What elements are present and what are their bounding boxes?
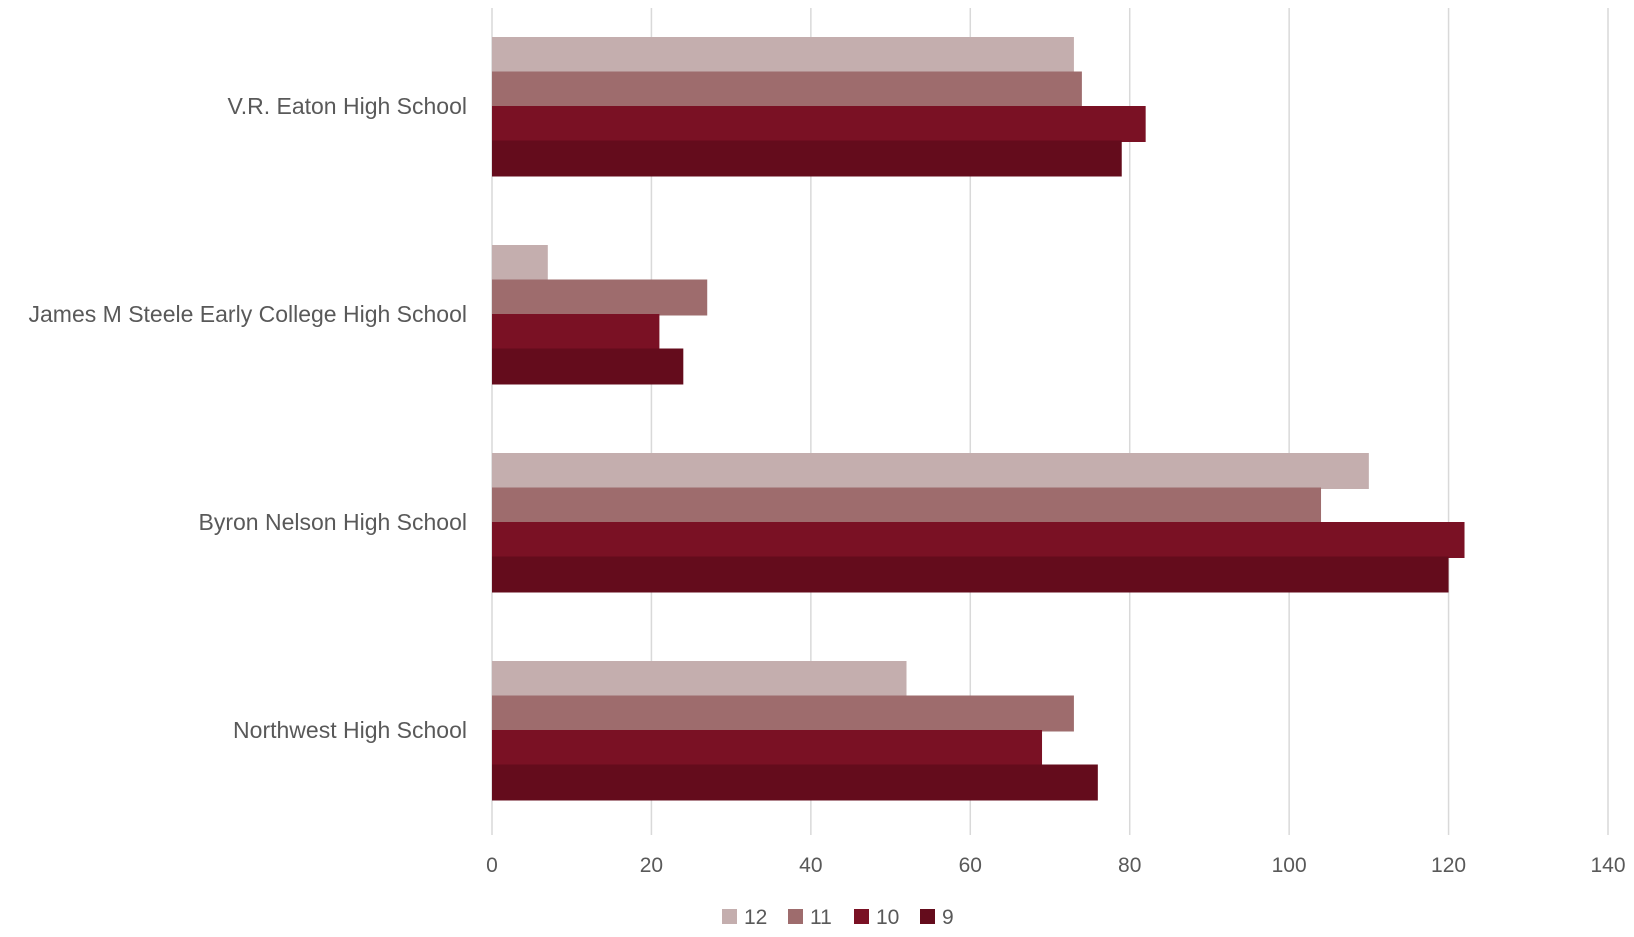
bar-10-3 [492,730,1043,766]
legend-swatch-9 [920,909,935,924]
x-tick-label: 140 [1590,854,1625,877]
bar-9-0 [492,140,1122,177]
bar-10-2 [492,522,1465,558]
legend-label-11: 11 [810,906,832,929]
value-axis: 0 20 40 60 80 100 120 140 [486,854,1625,877]
x-tick-label: 0 [486,854,498,877]
bar-11-2 [492,487,1322,524]
category-label: James M Steele Early College High School [29,301,467,327]
bar-10-1 [492,314,660,350]
bar-9-3 [492,764,1098,801]
legend-label-12: 12 [744,906,767,929]
bar-12-1 [492,245,548,281]
bar-11-0 [492,71,1082,108]
category-label: V.R. Eaton High School [227,93,467,119]
bar-10-0 [492,106,1146,142]
bar-12-2 [492,453,1369,489]
legend-label-10: 10 [876,906,899,929]
legend-swatch-10 [854,909,869,924]
x-tick-label: 60 [959,854,982,877]
x-tick-label: 120 [1431,854,1466,877]
category-label: Byron Nelson High School [199,509,467,535]
category-labels: V.R. Eaton High School James M Steele Ear… [29,93,467,743]
bar-11-1 [492,279,708,316]
category-label: Northwest High School [233,717,467,743]
x-tick-label: 100 [1272,854,1307,877]
bars [492,37,1465,801]
bar-12-0 [492,37,1074,73]
bar-9-2 [492,556,1449,593]
x-tick-label: 40 [799,854,822,877]
legend-label-9: 9 [942,906,954,929]
bar-9-1 [492,348,684,385]
bar-12-3 [492,661,907,697]
legend-swatch-12 [722,909,737,924]
bar-11-3 [492,695,1074,732]
legend: 12 11 10 9 [722,906,954,929]
x-tick-label: 80 [1118,854,1141,877]
x-tick-label: 20 [640,854,663,877]
legend-swatch-11 [788,909,803,924]
